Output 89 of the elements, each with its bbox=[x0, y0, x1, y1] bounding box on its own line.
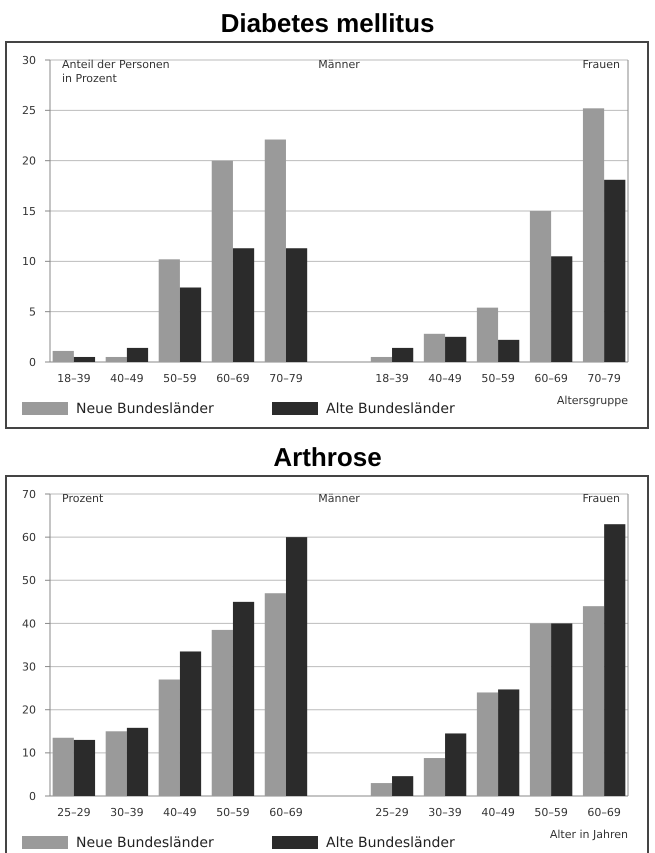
bar bbox=[286, 537, 308, 796]
x-axis-title: Alter in Jahren bbox=[550, 828, 628, 841]
legend-label: Alte Bundesländer bbox=[326, 400, 456, 417]
x-tick-label: 40–49 bbox=[163, 806, 197, 819]
x-tick-label: 60–69 bbox=[587, 806, 621, 819]
bar bbox=[158, 259, 180, 362]
x-tick-label: 70–79 bbox=[587, 372, 621, 385]
bar bbox=[126, 348, 148, 362]
x-tick-label: 18–39 bbox=[57, 372, 91, 385]
annotation: Frauen bbox=[582, 58, 620, 71]
bar bbox=[551, 623, 572, 796]
bar bbox=[392, 348, 414, 362]
annotation: Männer bbox=[318, 58, 360, 71]
x-tick-label: 60–69 bbox=[534, 372, 568, 385]
bar bbox=[370, 356, 392, 362]
bar bbox=[212, 630, 233, 796]
y-tick-label: 15 bbox=[22, 204, 36, 218]
annotation: Frauen bbox=[582, 492, 620, 505]
bar bbox=[180, 288, 202, 362]
bar bbox=[476, 308, 498, 362]
bar bbox=[158, 680, 180, 796]
bar bbox=[498, 340, 520, 362]
x-tick-label: 50–59 bbox=[481, 372, 515, 385]
bar bbox=[530, 623, 552, 796]
y-tick-label: 20 bbox=[22, 154, 36, 168]
bar bbox=[582, 108, 604, 362]
x-tick-label: 30–39 bbox=[428, 806, 462, 819]
bar bbox=[264, 140, 286, 362]
bar bbox=[370, 783, 392, 796]
y-tick-label: 50 bbox=[22, 574, 36, 588]
legend-label: Alte Bundesländer bbox=[326, 834, 456, 851]
bar bbox=[74, 740, 96, 796]
bar bbox=[52, 350, 74, 362]
bar bbox=[498, 689, 520, 796]
x-tick-label: 18–39 bbox=[375, 372, 409, 385]
x-tick-label: 25–29 bbox=[375, 806, 409, 819]
y-tick-label: 25 bbox=[22, 104, 36, 118]
bar bbox=[232, 602, 254, 796]
chart-title: Arthrose bbox=[273, 442, 382, 472]
bar bbox=[424, 758, 446, 796]
legend-label: Neue Bundesländer bbox=[76, 834, 214, 851]
y-tick-label: 20 bbox=[22, 704, 36, 717]
bar bbox=[74, 356, 96, 362]
x-tick-label: 50–59 bbox=[163, 372, 197, 385]
x-tick-label: 50–59 bbox=[216, 806, 250, 819]
y-tick-label: 70 bbox=[22, 488, 36, 501]
bar bbox=[530, 211, 552, 362]
x-tick-label: 30–39 bbox=[110, 806, 144, 819]
bar bbox=[551, 256, 572, 362]
y-tick-label: 5 bbox=[29, 306, 36, 319]
y-tick-label: 0 bbox=[29, 790, 36, 803]
y-tick-label: 10 bbox=[22, 746, 36, 760]
bar bbox=[445, 733, 466, 796]
y-tick-label: 0 bbox=[29, 356, 36, 369]
bar bbox=[232, 248, 254, 362]
bar bbox=[106, 731, 127, 796]
bar bbox=[264, 593, 286, 796]
annotation: Männer bbox=[318, 492, 360, 505]
legend-label: Neue Bundesländer bbox=[76, 400, 214, 417]
x-tick-label: 40–49 bbox=[428, 372, 462, 385]
bar bbox=[52, 738, 74, 796]
bar bbox=[476, 692, 498, 796]
y-axis-title: Prozent bbox=[62, 492, 104, 505]
x-tick-label: 40–49 bbox=[481, 806, 515, 819]
y-tick-label: 60 bbox=[22, 530, 36, 544]
bar bbox=[180, 651, 202, 796]
y-tick-label: 30 bbox=[22, 54, 36, 67]
x-tick-label: 70–79 bbox=[269, 372, 303, 385]
bar bbox=[126, 728, 148, 796]
bar bbox=[286, 248, 308, 362]
bar bbox=[392, 776, 414, 796]
bar bbox=[604, 180, 626, 362]
y-tick-label: 40 bbox=[22, 617, 36, 630]
y-axis-title: Anteil der Personen in Prozent bbox=[62, 58, 170, 85]
x-axis-title: Altersgruppe bbox=[556, 394, 628, 407]
y-tick-label: 10 bbox=[22, 255, 36, 268]
x-tick-label: 60–69 bbox=[216, 372, 250, 385]
bar bbox=[582, 606, 604, 796]
y-tick-label: 30 bbox=[22, 660, 36, 674]
bar bbox=[212, 160, 233, 362]
x-tick-label: 40–49 bbox=[110, 372, 144, 385]
x-tick-label: 60–69 bbox=[269, 806, 303, 819]
bar bbox=[424, 334, 446, 362]
x-tick-label: 25–29 bbox=[57, 806, 91, 819]
x-tick-label: 50–59 bbox=[534, 806, 568, 819]
chart-title: Diabetes mellitus bbox=[220, 8, 434, 38]
bar bbox=[106, 356, 127, 362]
bar bbox=[445, 336, 466, 362]
bar bbox=[604, 524, 626, 796]
